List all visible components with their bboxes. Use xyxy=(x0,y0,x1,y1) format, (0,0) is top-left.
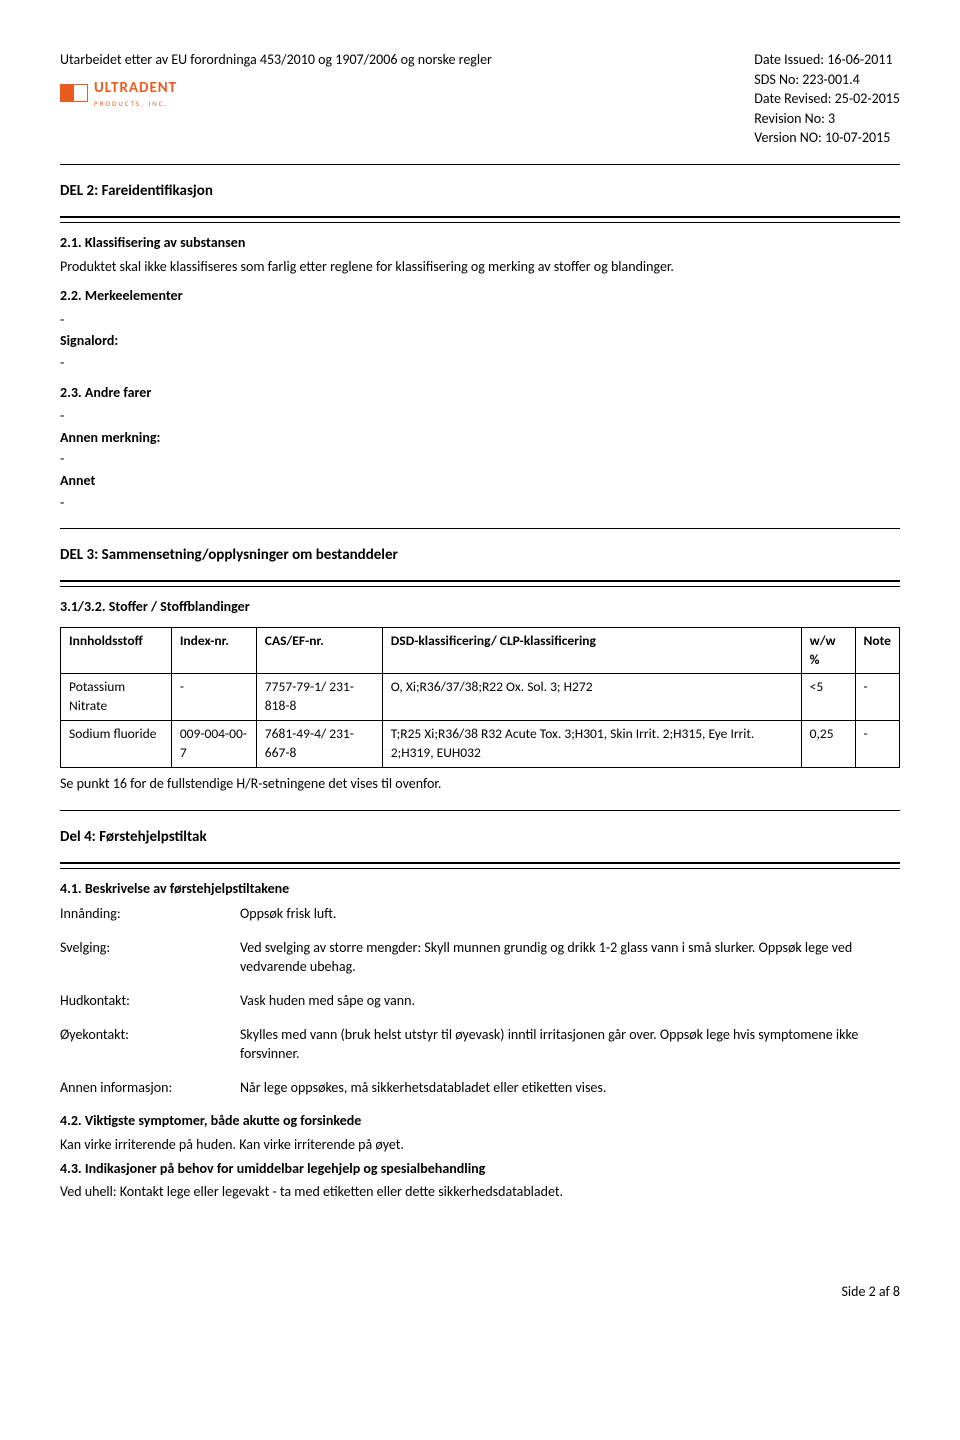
firstaid-label: Øyekontakt: xyxy=(60,1025,240,1064)
divider xyxy=(60,222,900,223)
col-innholdsstoff: Innholdsstoff xyxy=(61,627,172,674)
divider xyxy=(60,528,900,529)
firstaid-item: Øyekontakt: Skylles med vann (bruk helst… xyxy=(60,1025,900,1064)
signalord-label: Signalord: xyxy=(60,331,900,351)
date-issued: Date Issued: 16-06-2011 xyxy=(754,50,900,70)
cell-index: 009-004-00-7 xyxy=(171,721,256,768)
sec3-sub: 3.1/3.2. Stoffer / Stoffblandinger xyxy=(60,597,900,617)
header-left: Utarbeidet etter av EU forordninga 453/2… xyxy=(60,50,754,108)
sec23-list: - Annen merkning: - Annet - xyxy=(60,406,900,512)
firstaid-item: Hudkontakt: Vask huden med såpe og vann. xyxy=(60,991,900,1011)
firstaid-label: Innånding: xyxy=(60,904,240,924)
sec43-title: 4.3. Indikasjoner på behov for umiddelba… xyxy=(60,1159,900,1179)
divider xyxy=(60,216,900,218)
firstaid-item: Innånding: Oppsøk frisk luft. xyxy=(60,904,900,924)
col-note: Note xyxy=(855,627,900,674)
sec3-title: DEL 3: Sammensetning/opplysninger om bes… xyxy=(60,545,900,566)
sec41-title: 4.1. Beskrivelse av førstehjelpstiltaken… xyxy=(60,879,900,899)
cell-ww: <5 xyxy=(801,674,855,721)
firstaid-label: Hudkontakt: xyxy=(60,991,240,1011)
page-footer: Side 2 af 8 xyxy=(60,1282,900,1302)
firstaid-item: Svelging: Ved svelging av storre mengder… xyxy=(60,938,900,977)
sds-no: SDS No: 223-001.4 xyxy=(754,70,900,90)
sec43-text: Ved uhell: Kontakt lege eller legevakt -… xyxy=(60,1182,900,1202)
firstaid-value: Ved svelging av storre mengder: Skyll mu… xyxy=(240,938,900,977)
divider xyxy=(60,862,900,864)
annet-label: Annet xyxy=(60,471,900,491)
divider xyxy=(60,586,900,587)
cell-note: - xyxy=(855,721,900,768)
logo-icon xyxy=(60,84,88,102)
page-header: Utarbeidet etter av EU forordninga 453/2… xyxy=(60,50,900,148)
company-logo: ULTRADENT PRODUCTS, INC. xyxy=(60,78,754,109)
cell-note: - xyxy=(855,674,900,721)
cell-ww: 0,25 xyxy=(801,721,855,768)
table-header-row: Innholdsstoff Index-nr. CAS/EF-nr. DSD-k… xyxy=(61,627,900,674)
header-right: Date Issued: 16-06-2011 SDS No: 223-001.… xyxy=(754,50,900,148)
sec4-title: Del 4: Førstehjelpstiltak xyxy=(60,827,900,848)
sec22-title: 2.2. Merkeelementer xyxy=(60,286,900,306)
regulation-line: Utarbeidet etter av EU forordninga 453/2… xyxy=(60,50,754,70)
firstaid-item: Annen informasjon: Når lege oppsøkes, må… xyxy=(60,1078,900,1098)
firstaid-label: Annen informasjon: xyxy=(60,1078,240,1098)
version-no: Version NO: 10-07-2015 xyxy=(754,128,900,148)
divider xyxy=(60,580,900,582)
firstaid-label: Svelging: xyxy=(60,938,240,977)
sec2-title: DEL 2: Fareidentifikasjon xyxy=(60,181,900,202)
col-cas: CAS/EF-nr. xyxy=(256,627,382,674)
composition-table: Innholdsstoff Index-nr. CAS/EF-nr. DSD-k… xyxy=(60,627,900,768)
sec21-title: 2.1. Klassifisering av substansen xyxy=(60,233,900,253)
sec42-text: Kan virke irriterende på huden. Kan virk… xyxy=(60,1135,900,1155)
sec42-title: 4.2. Viktigste symptomer, både akutte og… xyxy=(60,1111,900,1131)
col-ww: w/w % xyxy=(801,627,855,674)
firstaid-value: Skylles med vann (bruk helst utstyr til … xyxy=(240,1025,900,1064)
divider xyxy=(60,810,900,811)
cell-class: O, Xi;R36/37/38;R22 Ox. Sol. 3; H272 xyxy=(382,674,801,721)
sec23-title: 2.3. Andre farer xyxy=(60,383,900,403)
sec3-footnote: Se punkt 16 for de fullstendige H/R-setn… xyxy=(60,774,900,794)
table-row: Potassium Nitrate - 7757-79-1/ 231-818-8… xyxy=(61,674,900,721)
date-revised: Date Revised: 25-02-2015 xyxy=(754,89,900,109)
firstaid-value: Vask huden med såpe og vann. xyxy=(240,991,900,1011)
logo-main-text: ULTRADENT xyxy=(94,78,177,99)
firstaid-value: Når lege oppsøkes, må sikkerhetsdatablad… xyxy=(240,1078,900,1098)
annen-merkning-label: Annen merkning: xyxy=(60,428,900,448)
cell-name: Sodium fluoride xyxy=(61,721,172,768)
logo-sub-text: PRODUCTS, INC. xyxy=(94,99,177,109)
cell-cas: 7681-49-4/ 231-667-8 xyxy=(256,721,382,768)
cell-class: T;R25 Xi;R36/38 R32 Acute Tox. 3;H301, S… xyxy=(382,721,801,768)
sec21-text: Produktet skal ikke klassifiseres som fa… xyxy=(60,257,900,277)
col-index: Index-nr. xyxy=(171,627,256,674)
col-class: DSD-klassificering/ CLP-klassificering xyxy=(382,627,801,674)
table-row: Sodium fluoride 009-004-00-7 7681-49-4/ … xyxy=(61,721,900,768)
cell-cas: 7757-79-1/ 231-818-8 xyxy=(256,674,382,721)
firstaid-value: Oppsøk frisk luft. xyxy=(240,904,900,924)
sec22-list: - Signalord: - xyxy=(60,310,900,373)
cell-name: Potassium Nitrate xyxy=(61,674,172,721)
cell-index: - xyxy=(171,674,256,721)
revision-no: Revision No: 3 xyxy=(754,109,900,129)
divider xyxy=(60,164,900,165)
divider xyxy=(60,868,900,869)
page-number: Side 2 af 8 xyxy=(841,1283,900,1300)
